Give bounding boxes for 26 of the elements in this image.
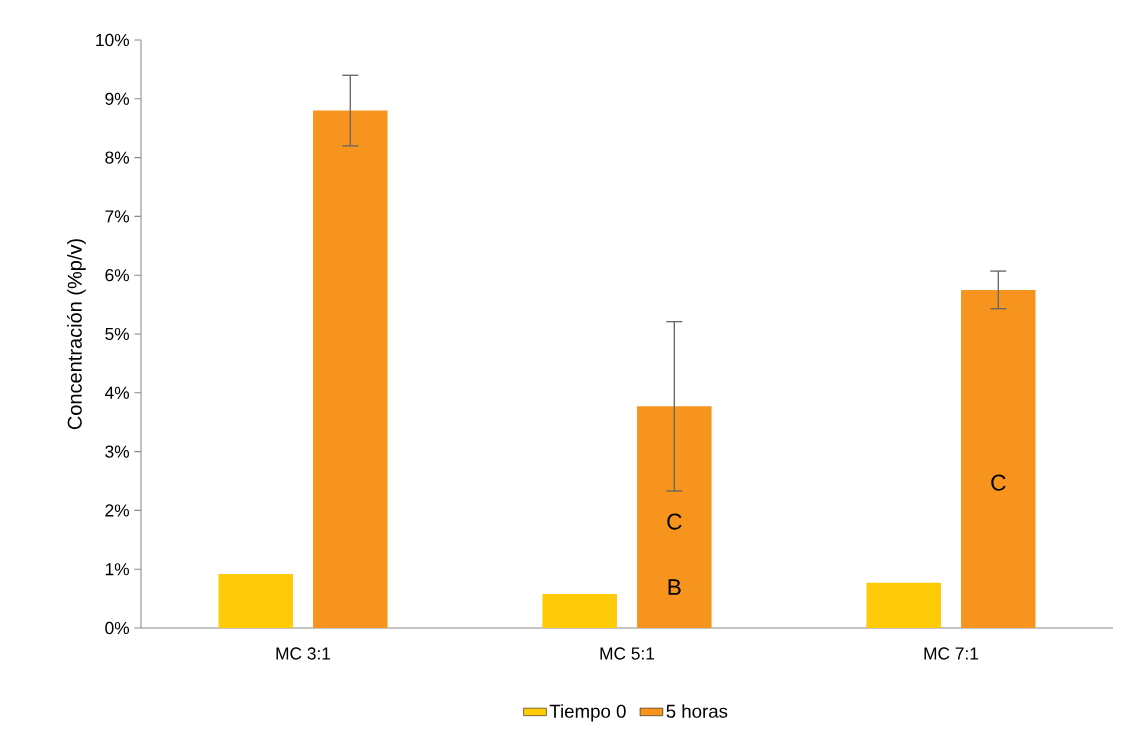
x-tick-label: MC 7:1: [924, 647, 979, 660]
bar: [542, 593, 617, 628]
annotation: C: [667, 513, 682, 530]
y-tick-label: 9%: [105, 92, 130, 105]
y-tick-label: 0%: [105, 621, 130, 635]
bar: [961, 289, 1036, 628]
legend-label: 5 horas: [666, 704, 728, 718]
y-tick-label: 6%: [105, 269, 130, 282]
x-tick-label: MC 5:1: [600, 647, 655, 660]
legend-label: Tiempo 0: [549, 704, 626, 722]
annotation: C: [991, 474, 1006, 491]
y-tick-label: 7%: [105, 210, 130, 223]
bar: [218, 573, 293, 628]
y-axis-title: Concentración (%p/v): [66, 239, 86, 430]
y-tick-label: 2%: [105, 504, 130, 517]
y-tick-label: 8%: [105, 151, 130, 164]
y-tick-label: 1%: [105, 563, 130, 576]
y-tick-label: 4%: [104, 386, 130, 399]
bar: [866, 582, 941, 628]
bar: [313, 110, 388, 628]
annotation: B: [668, 579, 681, 595]
y-tick-label: 10%: [96, 33, 130, 47]
y-tick-label: 3%: [105, 445, 130, 458]
x-tick-label: MC 3:1: [276, 647, 331, 660]
bar: [637, 406, 712, 628]
y-tick-label: 5%: [105, 327, 130, 341]
